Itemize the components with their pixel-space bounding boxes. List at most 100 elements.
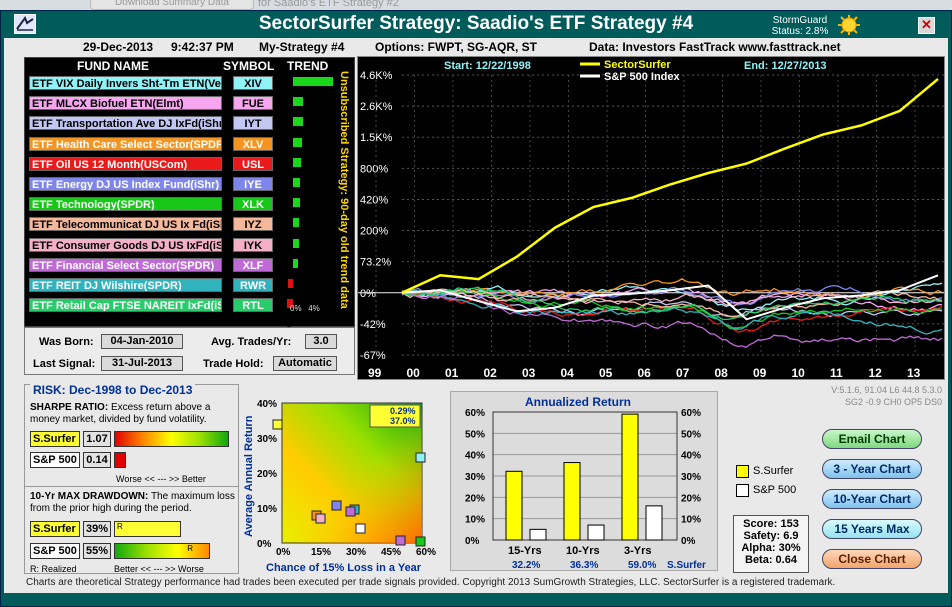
x-tick-label: 10 [792, 366, 806, 379]
fund-symbol: IYK [233, 237, 273, 252]
trend-bar [293, 157, 301, 167]
annualized-return-chart: Annualized Return 60% 60% 50% 50% 40% 40% 30% 30… [450, 391, 718, 571]
annualized-y-tick-left: 60% [465, 408, 485, 419]
ss-legend-label: S.Surfer [753, 465, 794, 477]
fifteen-year-max-button[interactable]: 15 Years Max [822, 519, 922, 539]
sp-legend-label: S&P 500 [753, 484, 797, 496]
annualized-value: 32.2% [512, 560, 540, 571]
trend-header: TREND [287, 59, 329, 73]
annualized-y-tick-right: 20% [681, 493, 701, 504]
download-summary-button[interactable]: Download Summary Data [90, 0, 254, 10]
data-source-label: Data: Investors FastTrack www.fasttrack.… [589, 40, 841, 54]
annualized-y-tick-right: 30% [681, 472, 701, 483]
annualized-title: Annualized Return [525, 395, 631, 409]
x-tick-label: 02 [484, 366, 498, 379]
annualized-value: 59.0% [628, 560, 656, 571]
footer-disclaimer: Charts are theoretical Strategy performa… [26, 577, 836, 588]
ss-sharpe-label: S.Surfer [30, 431, 80, 447]
ss-bar [505, 470, 523, 541]
avg-trades-value: 3.0 [305, 334, 337, 349]
fund-row[interactable]: ETF Consumer Goods DJ US IxFd(iSh IYK [28, 236, 273, 253]
sp-drawdown-bar: R [114, 543, 210, 559]
avg-trades-label: Avg. Trades/Yr: [211, 336, 292, 348]
scatter-y-tick: 30% [257, 434, 277, 445]
x-tick-label: 01 [445, 366, 459, 379]
app-logo-icon [14, 14, 36, 34]
fund-row[interactable]: ETF Telecommunicat DJ US Ix Fd(iSh IYZ [28, 216, 273, 233]
trend-bar [287, 299, 293, 309]
three-year-chart-button[interactable]: 3 - Year Chart [822, 459, 922, 479]
close-chart-button[interactable]: Close Chart [822, 549, 922, 569]
fund-row[interactable]: ETF Health Care Select Sector(SPDR) XLV [28, 135, 273, 152]
fund-symbol: XIV [233, 76, 273, 90]
risk-return-scatter: 0% 10% 20% 30% 40% 0% 15% 30% 45% 60% Chance of 15… [240, 391, 438, 576]
fund-row[interactable]: ETF REIT DJ Wilshire(SPDR) RWR [28, 277, 273, 293]
strategy-stats: Was Born: 04-Jan-2010 Avg. Trades/Yr: 3.… [24, 327, 355, 375]
fund-name: ETF Technology(SPDR) [29, 197, 222, 212]
x-tick-label: 11 [830, 366, 843, 379]
trend-axis-max: 4% [308, 304, 320, 313]
fund-row[interactable]: ETF Technology(SPDR) XLK [28, 196, 273, 213]
fund-name: ETF Transportation Ave DJ IxFd(iShr [29, 116, 222, 131]
fund-row[interactable]: ETF MLCX Biofuel ETN(Elmt) FUE [28, 95, 273, 112]
was-born-value: 04-Jan-2010 [101, 334, 183, 349]
email-chart-button[interactable]: Email Chart [822, 429, 922, 449]
annualized-y-tick-left: 10% [465, 515, 485, 526]
scatter-point [345, 506, 356, 517]
safety-value: Safety: 6.9 [743, 530, 799, 542]
trend-bar [293, 198, 300, 208]
trade-hold-label: Trade Hold: [203, 358, 264, 370]
x-tick-label: 06 [638, 366, 652, 379]
fund-row[interactable]: ETF Oil US 12 Month(USCom) USL [28, 155, 273, 172]
ss-drawdown-label: S.Surfer [30, 521, 80, 537]
fund-row[interactable]: ETF Energy DJ US Index Fund(iShr) IYE [28, 176, 273, 192]
fund-symbol: IYE [233, 177, 273, 191]
fund-name: ETF MLCX Biofuel ETN(Elmt) [29, 96, 222, 111]
fund-symbol: XLK [233, 197, 273, 212]
sp-sharpe-bar [114, 452, 126, 468]
sun-icon [836, 14, 862, 36]
scatter-point [415, 536, 426, 547]
fund-symbol: USL [233, 156, 273, 171]
scatter-y-label: Average Annual Return [243, 415, 255, 537]
fund-symbol: RWR [233, 278, 273, 292]
drawdown-description: 10-Yr MAX DRAWDOWN: The maximum loss fro… [30, 491, 235, 515]
fund-name: ETF Health Care Select Sector(SPDR) [29, 136, 222, 151]
sp-realized-mark: R [187, 544, 193, 553]
x-tick-label: 99 [368, 366, 382, 379]
version-line-2: SG2 -0.9 CH0 OP5 DS0 [844, 397, 942, 407]
scatter-x-tick: 15% [311, 547, 331, 558]
annualized-frame [492, 411, 678, 541]
sectorsurfer-line [401, 78, 939, 294]
y-tick-label: 73.2% [360, 257, 391, 269]
y-tick-label: 420% [360, 194, 388, 206]
risk-divider [24, 486, 239, 487]
ten-year-chart-button[interactable]: 10-Year Chart [822, 489, 922, 509]
fund-row[interactable]: ETF Transportation Ave DJ IxFd(iShr IYT [28, 115, 273, 132]
close-icon[interactable]: ✕ [918, 17, 935, 34]
sp-sharpe-value: 0.14 [83, 452, 111, 468]
sp-drawdown-value: 55% [83, 543, 111, 559]
legend-label-ss: SectorSurfer [604, 59, 671, 71]
sp-legend-swatch [736, 484, 749, 497]
trend-bar [293, 218, 300, 228]
annualized-value: 36.3% [570, 560, 598, 571]
fund-symbol: XLF [233, 257, 273, 272]
annualized-y-tick-left: 30% [465, 472, 485, 483]
fund-row[interactable]: ETF Financial Select Sector(SPDR) XLF [28, 256, 273, 273]
stormguard-status: StormGuard Status: 2.8% [760, 15, 840, 37]
background-window-title: for Saadio's ETF Strategy #2 [258, 0, 399, 9]
fund-row[interactable]: ETF Retail Cap FTSE NAREIT IxFd(iSh RTL [28, 297, 273, 314]
sp-bar [529, 528, 547, 541]
sharpe-text: Excess return above a money market, divi… [30, 402, 211, 425]
scatter-x-tick: 60% [416, 547, 436, 558]
trend-bar [288, 279, 293, 288]
x-tick-label: 03 [522, 366, 536, 379]
annualized-y-tick-left: 40% [465, 451, 485, 462]
fund-row[interactable]: ETF VIX Daily Invers Sht-Tm ETN(Vel XIV [28, 75, 273, 91]
sp500-line [401, 274, 939, 321]
version-info: V:5.1.6, 91.04 L6 44.8 5.3.0 SG2 -0.9 CH… [790, 384, 942, 408]
fund-symbol: IYZ [233, 217, 273, 232]
x-tick-label: 13 [907, 366, 921, 379]
scatter-point [315, 513, 326, 524]
